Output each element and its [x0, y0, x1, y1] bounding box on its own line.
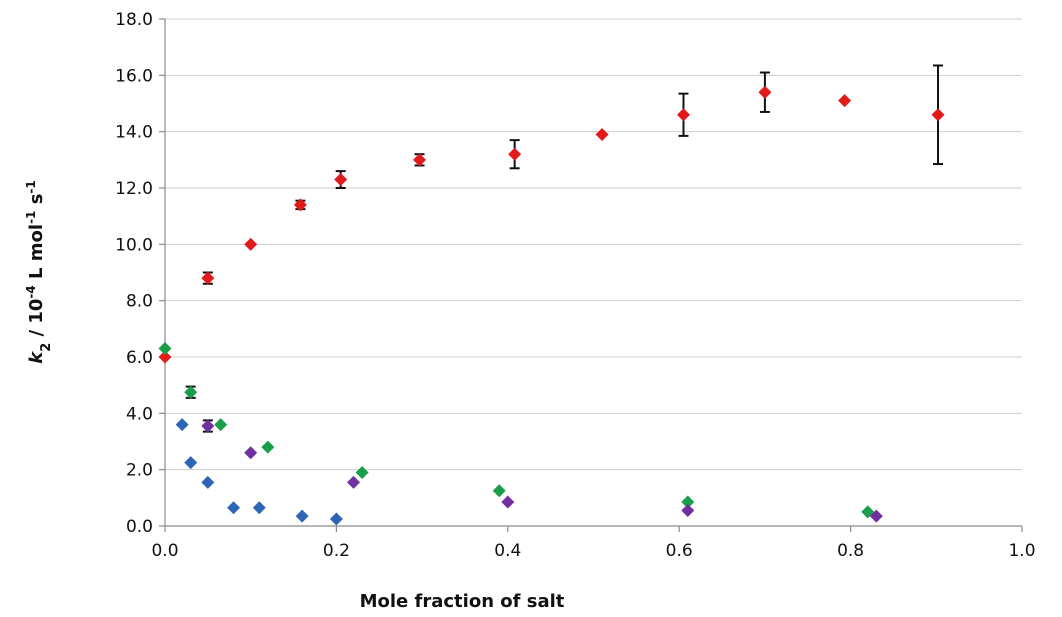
y-tick-label: 18.0 [115, 10, 153, 30]
data-point [413, 153, 427, 167]
y-axis-title-part: s [26, 194, 47, 211]
y-axis-title-part: / 10 [26, 299, 47, 343]
data-point [508, 147, 522, 161]
data-point [676, 108, 690, 122]
data-point [931, 108, 945, 122]
data-point [158, 342, 172, 356]
data-point [244, 446, 258, 460]
data-point [158, 350, 172, 364]
data-point [252, 501, 266, 515]
data-point [293, 198, 307, 212]
gridlines [165, 18, 1022, 471]
y-axis-title-part: L mol [26, 224, 47, 285]
data-point [184, 385, 198, 399]
y-tick-label: 10.0 [115, 235, 153, 255]
data-point [347, 475, 361, 489]
y-tick-label: 4.0 [126, 404, 153, 424]
data-point [838, 94, 852, 108]
data-point [295, 509, 309, 523]
data-point [184, 456, 198, 470]
data-point [201, 271, 215, 285]
data-point [501, 495, 515, 509]
y-tick-label: 12.0 [115, 179, 153, 199]
data-point [681, 495, 695, 509]
y-tick-label: 2.0 [126, 461, 153, 481]
x-tick-label: 0.6 [666, 541, 693, 561]
data-point [861, 505, 875, 519]
data-point [201, 419, 215, 433]
y-tick-label: 8.0 [126, 292, 153, 312]
y-tick-label: 6.0 [126, 348, 153, 368]
data-point [334, 173, 348, 187]
y-tick-label: 14.0 [115, 123, 153, 143]
axes [159, 18, 1023, 532]
y-axis-title-part: k [26, 351, 47, 364]
data-point [595, 127, 609, 141]
x-tick-label: 0.4 [494, 541, 521, 561]
data-point [227, 501, 241, 515]
data-point [329, 512, 343, 526]
x-axis-title: Mole fraction of salt [360, 591, 565, 612]
y-tick-label: 0.0 [126, 517, 153, 537]
data-point [758, 85, 772, 99]
y-axis-title-part: -1 [24, 180, 38, 193]
x-tick-label: 1.0 [1008, 541, 1035, 561]
data-point [201, 475, 215, 489]
data-point [244, 237, 258, 251]
data-point [492, 484, 506, 498]
data-point [175, 418, 189, 432]
data-point [681, 504, 695, 518]
y-axis-title-part: -4 [24, 285, 38, 298]
data-point [261, 440, 275, 454]
y-tick-label: 16.0 [115, 66, 153, 86]
data-point [214, 418, 228, 432]
x-tick-label: 0.2 [323, 541, 350, 561]
x-tick-label: 0.0 [151, 541, 178, 561]
y-axis-title-part: 2 [39, 343, 54, 352]
error-bars [185, 64, 944, 433]
tick-labels: 0.0 2.0 4.0 6.0 8.0 10.0 12.0 14.0 16.0 18.0 0.0 0.… [115, 10, 1035, 561]
y-axis-title: k2 / 10-4 L mol-1 s-1 [24, 180, 54, 364]
x-tick-label: 0.8 [837, 541, 864, 561]
data-point [355, 465, 369, 479]
data-point [869, 509, 883, 523]
y-axis-title-part: -1 [24, 211, 38, 224]
data-points [158, 85, 945, 526]
